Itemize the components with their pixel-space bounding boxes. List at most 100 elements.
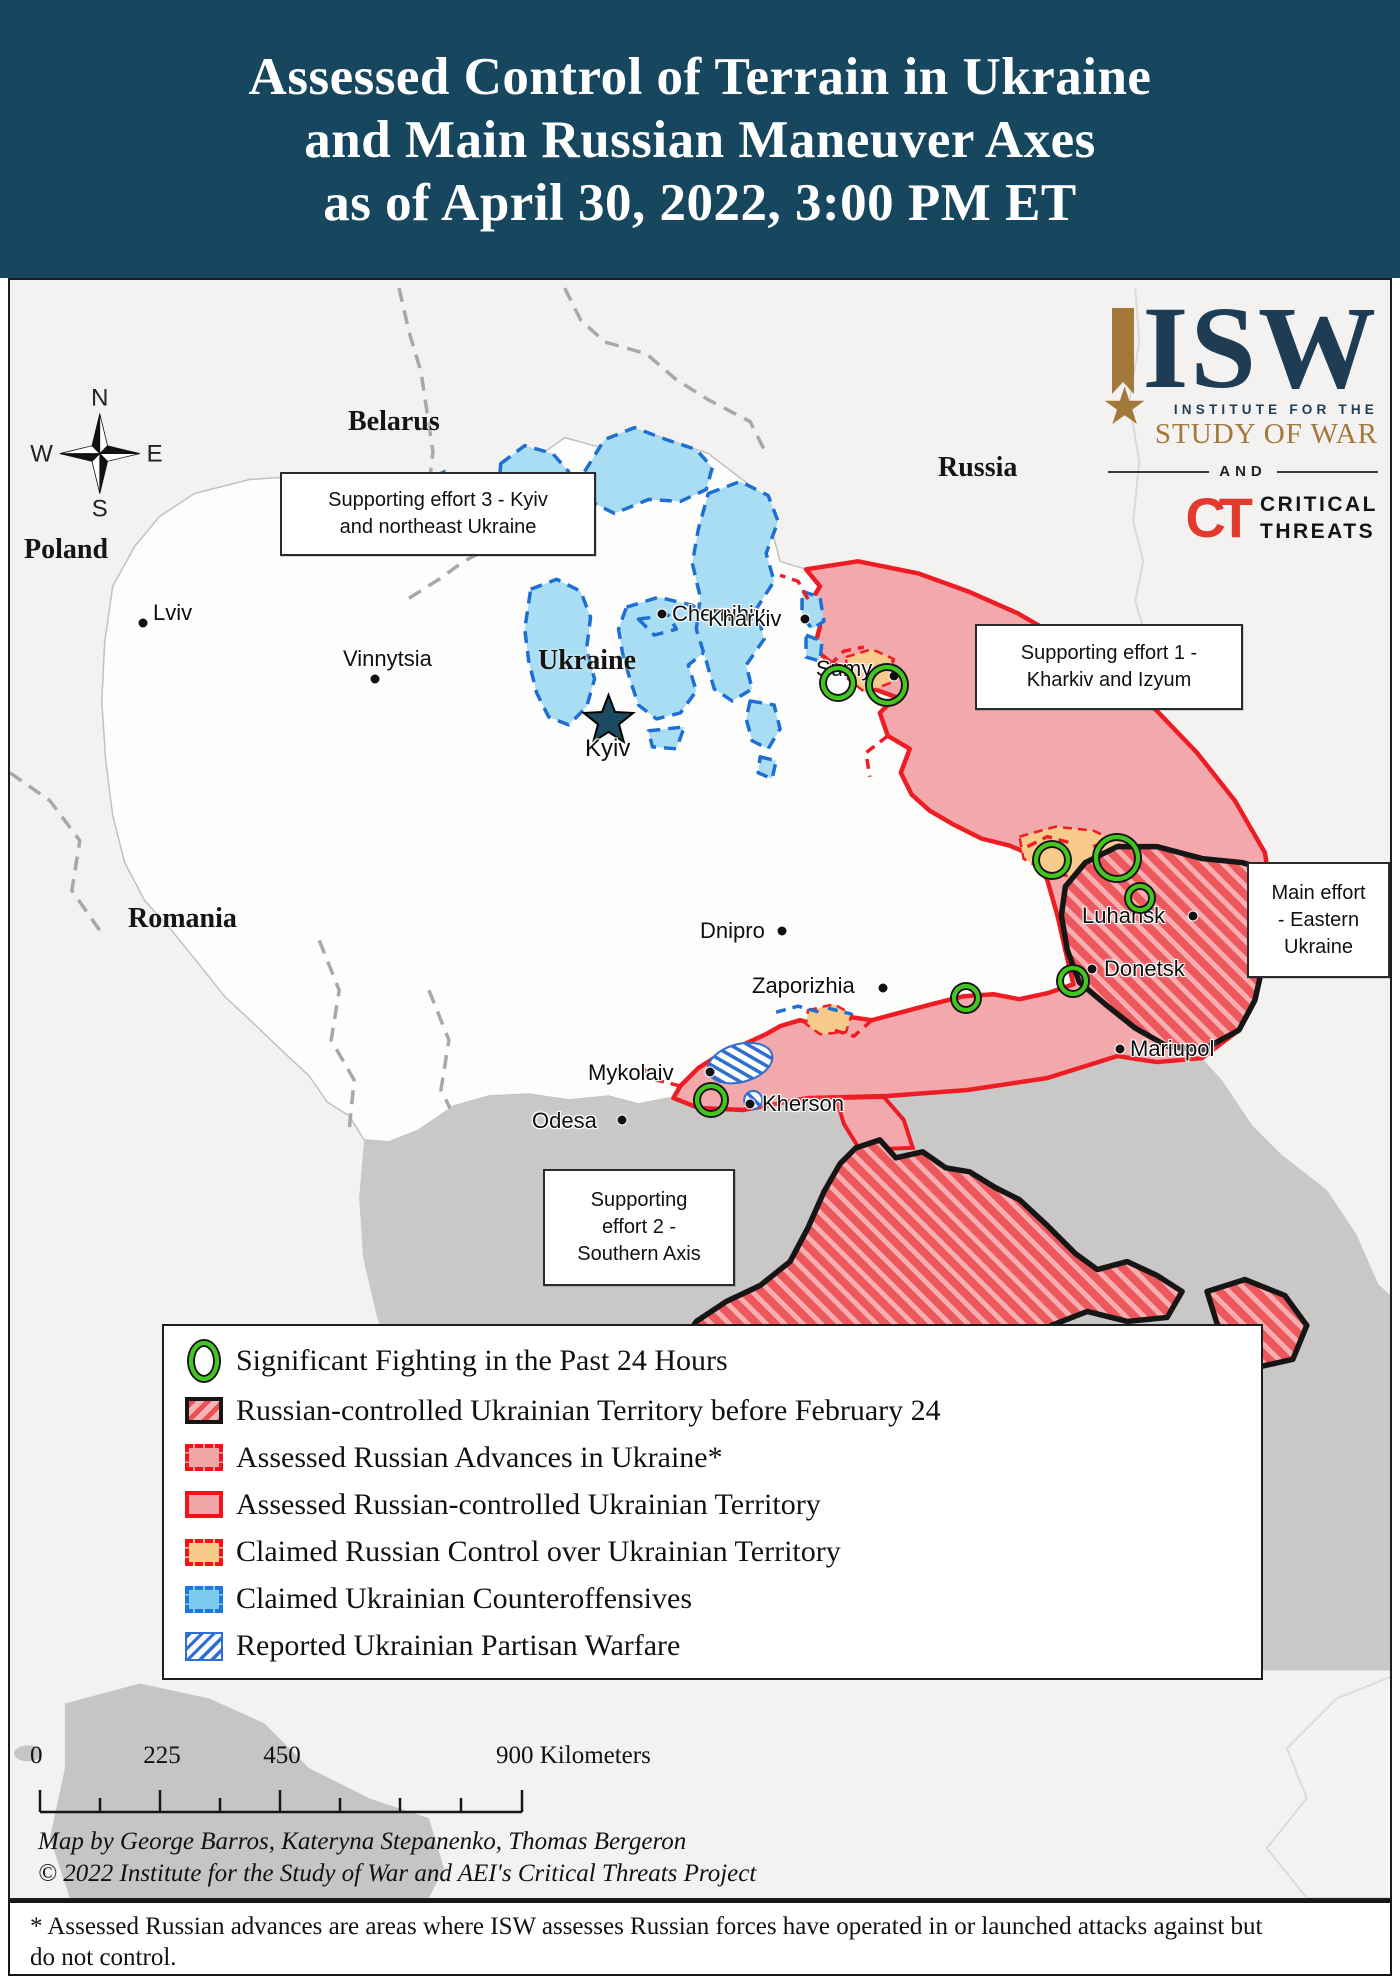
swatch-shape (185, 1397, 223, 1425)
svg-text:W: W (30, 441, 53, 468)
isw-study-of-war-line: STUDY OF WAR (1154, 418, 1378, 450)
scale-bar (38, 1790, 524, 1814)
legend-item-partisan: Reported Ukrainian Partisan Warfare (180, 1629, 1245, 1663)
callout-line: Kharkiv and Izyum (1026, 669, 1192, 691)
title-line-3: as of April 30, 2022, 3:00 PM ET (323, 174, 1077, 232)
counteroffensive-line-marks (775, 1004, 853, 1016)
city-dot-vinnytsia (369, 673, 381, 685)
legend-item-label: Russian-controlled Ukrainian Territory b… (236, 1393, 941, 1427)
ct-word-threats: THREATS (1260, 520, 1376, 543)
callout-line: Supporting (590, 1189, 688, 1211)
title-line-2: and Main Russian Maneuver Axes (304, 111, 1096, 169)
city-label-dnipro: Dnipro (700, 918, 765, 943)
critical-threats-logo: CT CRITICAL THREATS (1108, 490, 1378, 546)
significant-fighting-marker-2 (867, 665, 907, 705)
callout-line: Southern Axis (577, 1243, 701, 1265)
significant-fighting-marker-7 (952, 984, 980, 1012)
swatch-shape (185, 1538, 223, 1566)
city-label-vinnytsia: Vinnytsia (343, 646, 432, 671)
swatch-shape (185, 1631, 223, 1661)
callout-supporting-effort-3: Supporting effort 3 - Kyiv and northeast … (280, 472, 596, 556)
partisan-warfare-areas (707, 1041, 774, 1110)
city-dot-zaporizhia (877, 982, 889, 994)
legend-item-label: Assessed Russian-controlled Ukrainian Te… (236, 1487, 821, 1521)
city-dot-dnipro (776, 925, 788, 937)
legend-item-label: Claimed Ukrainian Counteroffensives (236, 1582, 693, 1616)
legend-item-label: Claimed Russian Control over Ukrainian T… (236, 1535, 841, 1569)
callout-main-effort: Main effort - Eastern Ukraine (1247, 862, 1390, 978)
city-dot-lviv (137, 617, 149, 629)
map-canvas: N E S W ★ ISW INSTITUTE FOR THE STUDY OF… (8, 278, 1392, 1900)
compass-labels: N E S W (30, 385, 162, 523)
city-dot-mykolaiv (704, 1066, 716, 1078)
credit-copyright: © 2022 Institute for the Study of War an… (38, 1860, 757, 1887)
svg-text:S: S (92, 495, 108, 522)
swatch-shape (189, 1340, 219, 1381)
scale-end-label: 900 Kilometers (496, 1742, 651, 1769)
significant-fighting-marker-1 (821, 666, 855, 700)
legend: Significant Fighting in the Past 24 Hour… (162, 1324, 1263, 1680)
city-dot-kherson (744, 1098, 756, 1110)
swatch-shape (185, 1444, 223, 1472)
country-label-ukraine: Ukraine (538, 645, 636, 676)
legend-swatch-pre-feb24-icon (180, 1397, 228, 1425)
significant-fighting-marker-6 (1058, 966, 1088, 996)
significant-fighting-marker-4 (1094, 835, 1140, 881)
isw-star-icon: ★ (1104, 381, 1148, 432)
significant-fighting-marker-8 (695, 1084, 727, 1116)
svg-text:N: N (91, 385, 108, 412)
title-line-1: Assessed Control of Terrain in Ukraine (248, 48, 1152, 106)
ct-monogram-icon: CT (1185, 486, 1253, 549)
credit-authors: Map by George Barros, Kateryna Stepanenk… (38, 1828, 687, 1855)
and-divider: AND (1108, 463, 1378, 480)
callout-supporting-effort-2: Supporting effort 2 - Southern Axis (543, 1169, 735, 1286)
city-dot-kharkiv (799, 613, 811, 625)
city-label-zaporizhia: Zaporizhia (752, 973, 855, 998)
legend-swatch-controlled-icon (180, 1491, 228, 1519)
legend-swatch-claimed-russian-icon (180, 1538, 228, 1566)
city-label-lviv: Lviv (153, 600, 193, 625)
legend-item-advances: Assessed Russian Advances in Ukraine* (180, 1441, 1245, 1475)
city-label-odesa: Odesa (532, 1108, 597, 1133)
callout-line: Supporting effort 3 - Kyiv (328, 489, 548, 511)
city-label-mykolaiv: Mykolaiv (588, 1060, 674, 1085)
isw-institute-line: INSTITUTE FOR THE (1173, 402, 1378, 417)
legend-swatch-fighting-icon (180, 1340, 228, 1381)
callout-line: Main effort (1271, 881, 1366, 904)
legend-item-fighting: Significant Fighting in the Past 24 Hour… (180, 1340, 1245, 1381)
caucasus-coast (1265, 1676, 1390, 1898)
city-label-luhansk: Luhansk (1082, 903, 1166, 928)
perekop-isthmus (833, 1094, 916, 1152)
callout-line: - Eastern (1277, 908, 1360, 931)
swatch-shape (185, 1585, 223, 1613)
city-dot-chernihiv (656, 608, 668, 620)
callout-line: Supporting effort 1 - (1020, 642, 1198, 664)
city-label-kherson: Kherson (762, 1091, 844, 1116)
legend-swatch-advances-icon (180, 1444, 228, 1472)
legend-item-claimed-ukrainian: Claimed Ukrainian Counteroffensives (180, 1582, 1245, 1616)
isw-column-icon (1112, 308, 1134, 382)
map-overlay: ★ ISW INSTITUTE FOR THE STUDY OF WAR AND… (10, 280, 1390, 1898)
divider-rule (1276, 470, 1378, 473)
svg-text:E: E (147, 441, 163, 468)
russia-coast-land (1202, 1058, 1390, 1295)
and-label: AND (1219, 463, 1267, 480)
turkey-land (49, 1683, 444, 1898)
city-label-chernihiv: Chernihiv (672, 601, 765, 626)
callout-line: and northeast Ukraine (339, 516, 537, 538)
country-label-romania: Romania (128, 903, 237, 934)
legend-item-pre-feb24: Russian-controlled Ukrainian Territory b… (180, 1394, 1245, 1428)
city-dot-odesa (616, 1114, 628, 1126)
legend-swatch-claimed-ukrainian-icon (180, 1585, 228, 1613)
legend-item-label: Reported Ukrainian Partisan Warfare (236, 1629, 681, 1663)
city-dot-mariupol (1114, 1043, 1126, 1055)
island (13, 1745, 42, 1762)
legend-item-label: Significant Fighting in the Past 24 Hour… (236, 1343, 728, 1377)
compass-rose-icon (59, 413, 140, 494)
city-label-kyiv: Kyiv (585, 735, 631, 762)
kyiv-capital-star (581, 692, 636, 745)
swatch-shape (185, 1491, 223, 1519)
scale-tick-225: 225 (143, 1742, 181, 1769)
city-label-mariupol: Mariupol (1130, 1036, 1215, 1061)
isw-column-tip-icon (1112, 382, 1134, 394)
